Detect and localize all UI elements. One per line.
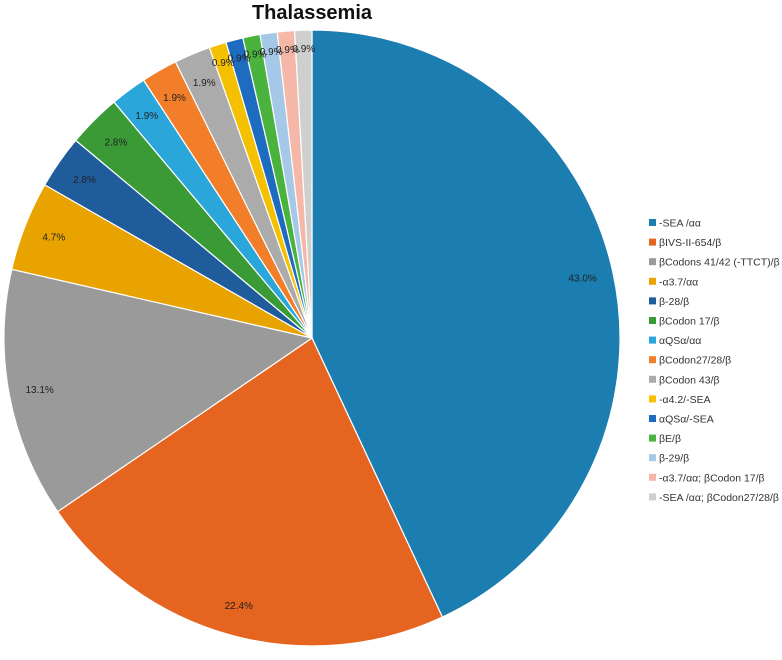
legend-label: -α4.2/-SEA (659, 394, 711, 406)
legend-label: -SEA /αα (659, 218, 701, 230)
legend-label: βCodon 43/β (659, 374, 720, 386)
legend-label: βCodons 41/42 (-TTCT)/β (659, 257, 780, 269)
legend-label: βCodon 17/β (659, 316, 720, 328)
slice-data-label: 13.1% (25, 385, 53, 396)
legend-label: βE/β (659, 433, 681, 445)
legend-label: -α3.7/αα (659, 276, 698, 288)
slice-data-label: 0.9% (244, 50, 267, 61)
slice-data-label: 0.9% (212, 58, 235, 69)
pie-data-labels: 43.0% 22.4% 13.1% 4.7% 2.8% 2.8% 1.9% 1.9% 1.9% 0… (25, 44, 596, 612)
slice-data-label: 1.9% (135, 111, 158, 122)
legend-swatch (649, 375, 656, 383)
legend-swatch (649, 434, 656, 442)
legend-label: βIVS-II-654/β (659, 237, 721, 249)
legend-label: β-29/β (659, 453, 689, 465)
legend-label: -α3.7/αα; βCodon 17/β (659, 472, 765, 484)
pie-slice (293, 29, 313, 339)
legend-swatch (649, 317, 656, 324)
legend-swatch (649, 356, 656, 364)
slice-data-label: 1.9% (163, 93, 186, 104)
slice-data-label: 0.9% (228, 53, 251, 64)
legend-label: βCodon27/28/β (659, 355, 731, 367)
slice-data-label: 2.8% (104, 138, 127, 149)
legend-swatch (649, 297, 656, 305)
legend-label: -SEA /αα; βCodon27/28/β (659, 492, 779, 504)
pie-slices (3, 29, 621, 647)
legend-swatch (649, 336, 656, 344)
legend-swatch (649, 493, 656, 501)
slice-data-label: 1.9% (193, 78, 216, 89)
legend-swatch (649, 277, 656, 285)
legend-swatch (649, 395, 656, 403)
slice-data-label: 0.9% (292, 44, 315, 55)
legend-swatch (649, 258, 656, 266)
pie-slice (3, 268, 314, 513)
slice-data-label: 0.9% (276, 45, 299, 56)
legend-label: αQSα/-SEA (659, 414, 714, 426)
legend-label: αQSα/αα (659, 335, 701, 347)
legend-swatch (649, 219, 656, 226)
legend-label: β-28/β (659, 296, 689, 308)
chart-legend: -SEA /αα βIVS-II-654/β βCodons 41/42 (-TTC… (649, 218, 780, 504)
legend-swatch (649, 238, 656, 246)
slice-data-label: 2.8% (73, 175, 96, 186)
slice-data-label: 43.0% (568, 273, 596, 284)
legend-swatch (649, 415, 656, 422)
legend-swatch (649, 473, 656, 481)
pie-slice (311, 29, 621, 618)
slice-data-label: 0.9% (260, 47, 283, 58)
slice-data-label: 4.7% (42, 233, 65, 244)
slice-data-label: 22.4% (225, 601, 253, 612)
pie-slice (56, 337, 444, 647)
legend-swatch (649, 454, 656, 462)
chart-title: Thalassemia (252, 2, 373, 24)
